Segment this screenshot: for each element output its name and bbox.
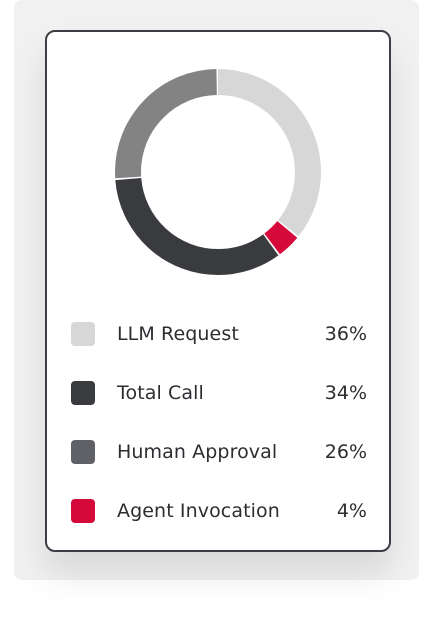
chart-card: LLM Request 36% Total Call 34% Human App… xyxy=(45,30,391,552)
legend-label: Human Approval xyxy=(117,440,278,463)
legend-item-human-approval[interactable]: Human Approval 26% xyxy=(71,422,367,481)
legend-item-total-call[interactable]: Total Call 34% xyxy=(71,363,367,422)
legend-percentage: 26% xyxy=(324,440,367,463)
legend-percentage: 34% xyxy=(324,381,367,404)
chart-legend: LLM Request 36% Total Call 34% Human App… xyxy=(71,304,367,540)
legend-percentage: 4% xyxy=(336,499,367,522)
slice-human-approval[interactable] xyxy=(115,69,321,275)
slice-total-call[interactable] xyxy=(115,69,321,275)
legend-swatch-agent-invocation xyxy=(71,498,95,523)
legend-percentage: 36% xyxy=(324,322,367,345)
legend-item-agent-invocation[interactable]: Agent Invocation 4% xyxy=(71,481,367,540)
legend-label: LLM Request xyxy=(117,322,239,345)
legend-label: Agent Invocation xyxy=(117,499,280,522)
legend-label: Total Call xyxy=(117,381,204,404)
legend-swatch-llm-request xyxy=(71,321,95,346)
donut-chart xyxy=(115,69,321,275)
legend-item-llm-request[interactable]: LLM Request 36% xyxy=(71,304,367,363)
slice-llm-request[interactable] xyxy=(115,69,321,275)
legend-swatch-human-approval xyxy=(71,439,95,464)
legend-swatch-total-call xyxy=(71,380,95,405)
